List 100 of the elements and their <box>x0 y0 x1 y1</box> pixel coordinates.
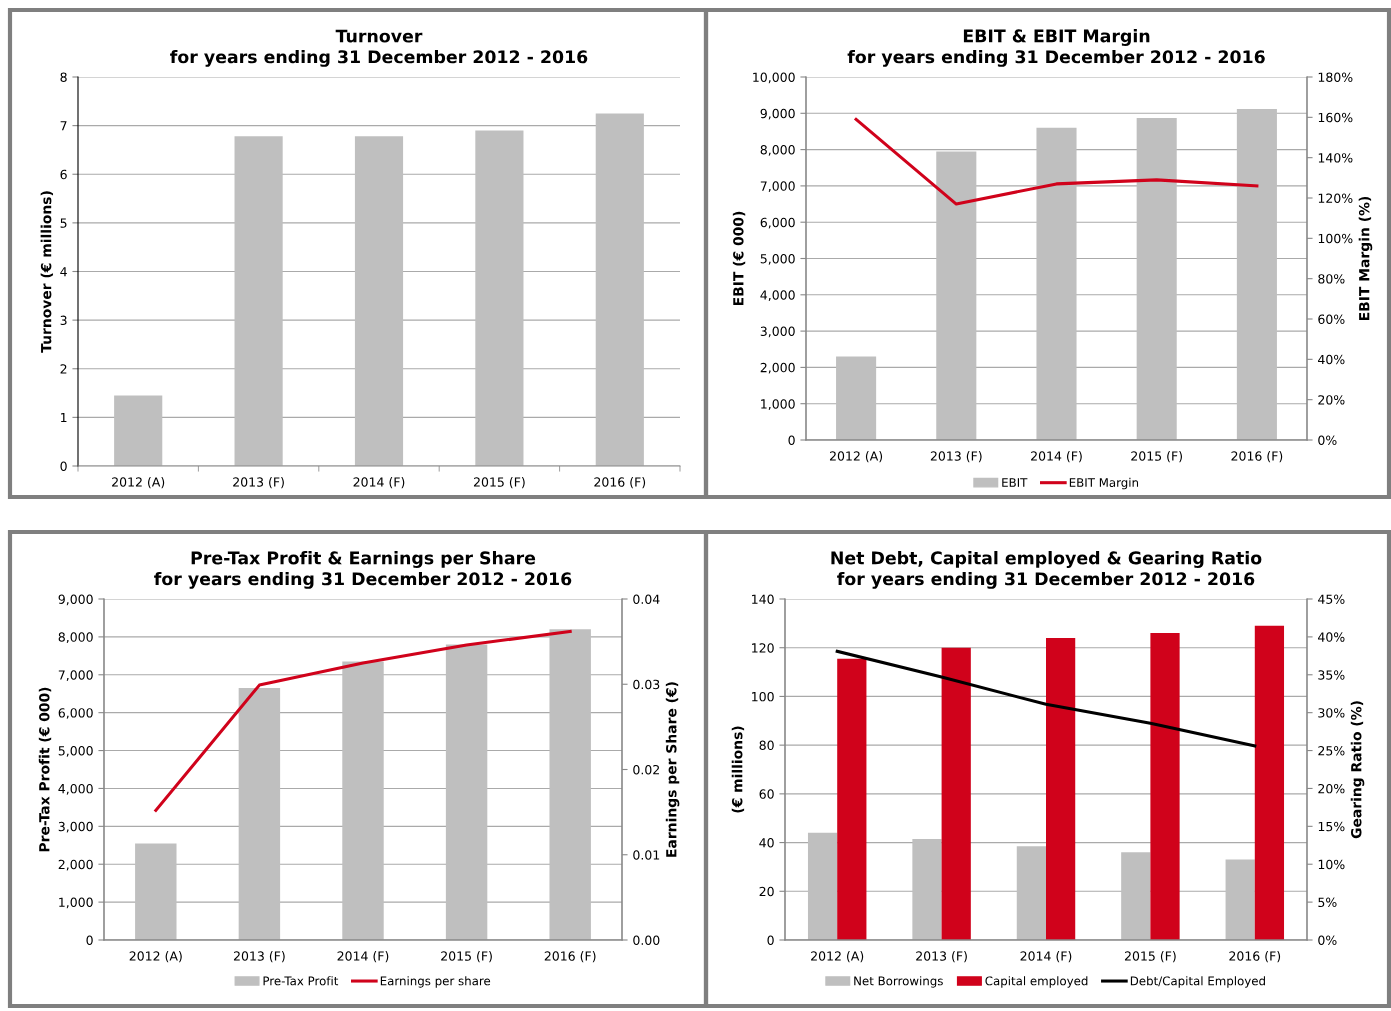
y-tick-label: 4 <box>60 267 67 277</box>
y-tick-label: 20 <box>759 886 774 897</box>
bar <box>1150 633 1180 940</box>
bar <box>475 130 524 466</box>
bar <box>342 661 384 940</box>
bar <box>354 136 404 466</box>
y2-axis-title: Earnings per Share (€) <box>665 682 680 857</box>
x-tick-label: 2015 (F) <box>1124 951 1176 963</box>
y-tick-label: 5 <box>60 218 67 228</box>
y-tick-label: 140 <box>752 594 774 604</box>
bar <box>238 688 281 940</box>
y2-tick-label: 140% <box>1318 153 1353 163</box>
bar <box>1046 637 1076 940</box>
legend-label: Pre-Tax Profit <box>263 976 339 986</box>
y-tick-label: 8,000 <box>58 632 93 644</box>
y-tick-label: 2,000 <box>760 362 795 374</box>
legend-label: EBIT Margin <box>1069 477 1139 490</box>
y2-tick-label: 0.03 <box>633 679 660 690</box>
y-tick-label: 7,000 <box>760 181 795 193</box>
y-axis-title: (€ millions) <box>731 726 745 813</box>
y2-tick-label: 0.01 <box>633 850 660 860</box>
bar <box>941 647 971 940</box>
y-tick-label: 8,000 <box>760 145 795 156</box>
y-tick-label: 80 <box>759 740 774 751</box>
line-series <box>154 629 572 812</box>
y2-tick-label: 10% <box>1318 859 1345 870</box>
bar <box>1236 108 1277 440</box>
y-tick-label: 9,000 <box>760 108 795 120</box>
y-tick-label: 3,000 <box>58 821 93 833</box>
y-tick-label: 0 <box>60 461 67 471</box>
x-tick-label: 2012 (A) <box>829 451 883 463</box>
bar <box>549 629 591 940</box>
y-tick-label: 9,000 <box>58 594 93 606</box>
bar <box>114 395 163 466</box>
y-tick-label: 6,000 <box>58 708 93 719</box>
y-tick-label: 1,000 <box>59 897 93 909</box>
y-tick-label: 120 <box>752 643 774 653</box>
chart-title: Net Debt, Capital employed & Gearing Ratio for years ending 31 December 2012 - 2016 <box>831 551 1262 589</box>
y2-tick-label: 25% <box>1318 746 1345 756</box>
y2-tick-label: 0% <box>1318 435 1337 445</box>
y2-tick-label: 30% <box>1318 708 1345 718</box>
y2-tick-label: 60% <box>1318 314 1345 324</box>
y2-axis-title: Gearing Ratio (%) <box>1350 701 1365 839</box>
y-tick-label: 2,000 <box>58 859 93 871</box>
bar <box>1225 859 1255 940</box>
y2-tick-label: 80% <box>1318 274 1345 284</box>
legend-label: Debt/Capital Employed <box>1130 976 1265 988</box>
x-tick-label: 2016 (F) <box>1229 951 1281 963</box>
y2-tick-label: 35% <box>1318 670 1345 680</box>
y-tick-label: 2 <box>60 364 67 374</box>
x-tick-label: 2013 (F) <box>233 951 285 963</box>
y2-tick-label: 5% <box>1318 897 1337 908</box>
bar <box>836 356 877 440</box>
x-tick-label: 2016 (F) <box>1231 451 1283 463</box>
y2-tick-label: 120% <box>1318 193 1353 203</box>
bar <box>595 113 644 466</box>
chart-title: Pre-Tax Profit & Earnings per Share for years ending 31 December 2012 - 2016 <box>154 551 572 589</box>
y-tick-label: 6,000 <box>760 217 795 229</box>
x-tick-label: 2012 (A) <box>129 951 182 963</box>
y-tick-label: 0 <box>767 935 774 945</box>
bar <box>1016 846 1046 940</box>
legend-label: Net Borrowings <box>854 976 943 988</box>
bar <box>1136 118 1177 440</box>
y2-tick-label: 0.02 <box>633 764 659 775</box>
bar <box>135 843 177 940</box>
line-series <box>854 117 1259 206</box>
x-tick-label: 2014 (F) <box>353 477 405 489</box>
y-tick-label: 100 <box>752 691 774 702</box>
y-tick-label: 0 <box>86 935 93 945</box>
y-tick-label: 1 <box>61 413 67 423</box>
legend-label: EBIT <box>1002 478 1028 487</box>
y-tick-label: 3 <box>60 315 67 326</box>
y-axis-title: EBIT (€ 000) <box>732 211 746 306</box>
chart-title: Turnover for years ending 31 December 2012 - 2016 <box>170 29 588 67</box>
bar <box>1254 625 1285 940</box>
y2-tick-label: 0.00 <box>633 935 660 945</box>
y-tick-label: 7 <box>60 121 67 131</box>
y-tick-label: 4,000 <box>58 783 93 795</box>
y2-tick-label: 40% <box>1318 632 1345 642</box>
legend-label: Capital employed <box>985 976 1088 988</box>
x-tick-label: 2014 (F) <box>337 951 389 963</box>
y-tick-label: 10,000 <box>753 72 795 84</box>
y2-tick-label: 160% <box>1318 112 1353 123</box>
legend-label: Earnings per share <box>380 976 491 988</box>
y2-tick-label: 20% <box>1318 395 1345 405</box>
y2-tick-label: 100% <box>1318 233 1353 244</box>
line-series <box>835 649 1257 748</box>
x-tick-label: 2016 (F) <box>594 477 646 489</box>
y-tick-label: 3,000 <box>760 326 795 338</box>
x-tick-label: 2015 (F) <box>473 477 525 489</box>
chart-title: EBIT & EBIT Margin for years ending 31 December 2012 - 2016 <box>847 29 1265 67</box>
bar <box>1121 852 1151 940</box>
y-tick-label: 0 <box>788 435 795 445</box>
bar <box>936 151 977 440</box>
bar <box>807 832 838 940</box>
y-axis-title: Turnover (€ millions) <box>40 191 54 353</box>
x-tick-label: 2012 (A) <box>811 951 864 963</box>
x-tick-label: 2016 (F) <box>544 951 596 963</box>
y-tick-label: 1,000 <box>761 399 795 410</box>
x-tick-label: 2012 (A) <box>112 477 165 489</box>
